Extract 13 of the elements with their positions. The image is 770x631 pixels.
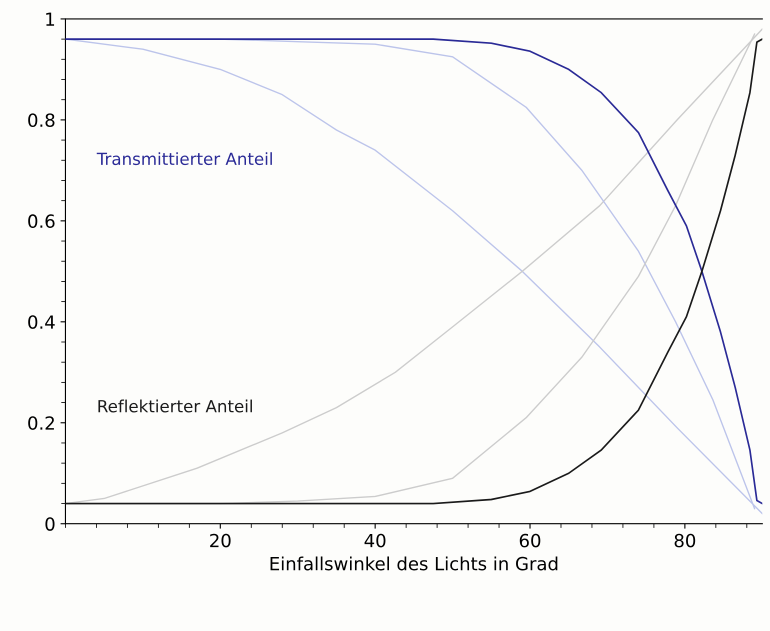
- text: Transmittierter Anteil: [96, 152, 272, 166]
- x-tick-label: 60: [520, 534, 540, 548]
- y-tick-label: 1: [46, 12, 54, 26]
- x-tick-label: 20: [210, 534, 231, 548]
- x-axis-title: Einfallswinkel des Lichts in Grad: [270, 556, 558, 570]
- y-tick-label: 0.6: [28, 214, 55, 228]
- x-tick-label: 80: [674, 534, 696, 548]
- y-tick-label: 0.4: [28, 315, 55, 329]
- text: Reflektierter Anteil: [98, 400, 252, 412]
- y-tick-label: 0: [45, 517, 55, 531]
- y-tick-label: 0.2: [28, 416, 54, 430]
- x-tick-label: 40: [364, 534, 386, 548]
- y-tick-label: 0.8: [28, 113, 54, 128]
